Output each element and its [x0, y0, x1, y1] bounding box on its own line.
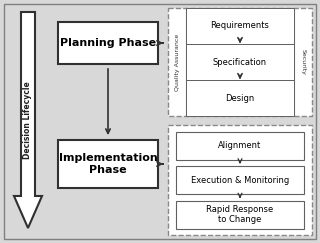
- Text: Quality Assurance: Quality Assurance: [174, 33, 180, 91]
- Bar: [176, 200, 304, 228]
- Text: Design: Design: [225, 94, 255, 103]
- Bar: [176, 166, 304, 194]
- Bar: [58, 140, 158, 188]
- Text: Alignment: Alignment: [218, 141, 262, 150]
- Bar: [168, 125, 312, 235]
- Text: Specification: Specification: [213, 58, 267, 67]
- Text: Implementation
Phase: Implementation Phase: [59, 153, 157, 175]
- Text: Requirements: Requirements: [211, 21, 269, 31]
- Text: Decision Lifecycle: Decision Lifecycle: [23, 81, 33, 159]
- Bar: [168, 8, 312, 116]
- Text: Execution & Monitoring: Execution & Monitoring: [191, 175, 289, 184]
- Text: Rapid Response
to Change: Rapid Response to Change: [206, 205, 274, 224]
- Bar: [186, 80, 294, 116]
- Text: Security: Security: [300, 49, 306, 75]
- Bar: [186, 44, 294, 80]
- Bar: [186, 8, 294, 44]
- Bar: [176, 131, 304, 159]
- Polygon shape: [14, 12, 42, 228]
- Bar: [58, 22, 158, 64]
- Text: Planning Phase: Planning Phase: [60, 38, 156, 48]
